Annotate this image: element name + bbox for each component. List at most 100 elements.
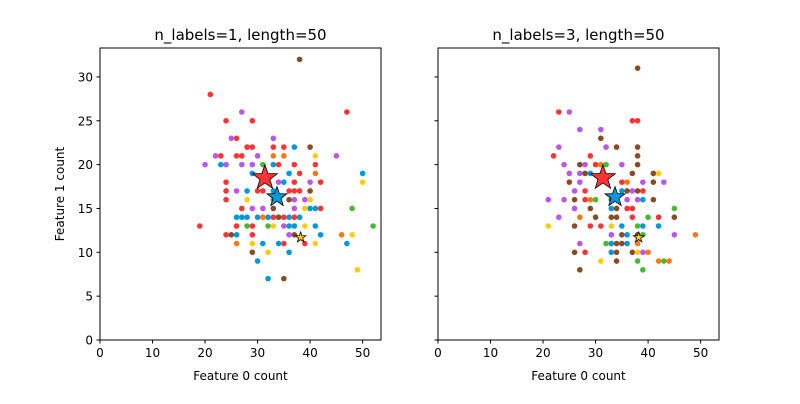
data-point-brown	[629, 170, 636, 177]
data-point-red	[619, 179, 625, 185]
data-point-green	[592, 196, 599, 203]
centroid-star-yellow	[632, 230, 646, 243]
x-tick-label: 40	[302, 346, 317, 360]
data-point-purple	[249, 161, 256, 168]
data-point-brown	[571, 196, 578, 203]
data-point-blue	[254, 214, 261, 221]
data-point-brown	[228, 231, 235, 238]
data-point-red	[291, 179, 298, 185]
data-point-blue	[344, 240, 350, 247]
data-point-red	[207, 91, 214, 98]
centroid-star-red	[251, 163, 279, 190]
data-point-blue	[286, 170, 292, 177]
data-point-purple	[212, 153, 219, 159]
data-point-red	[598, 223, 604, 229]
data-point-red	[291, 161, 298, 168]
data-point-purple	[239, 161, 245, 168]
data-point-yellow	[608, 223, 615, 229]
data-point-blue	[254, 258, 261, 264]
data-point-orange	[260, 214, 266, 221]
data-point-green	[244, 223, 250, 229]
data-point-brown	[650, 170, 657, 177]
data-point-yellow	[354, 267, 361, 273]
data-point-purple	[582, 161, 588, 168]
centroid-star-yellow	[294, 230, 308, 243]
data-point-brown	[650, 196, 657, 203]
data-point-red	[286, 188, 292, 194]
subplot-right: n_labels=3, length=50 Feature 0 count 0 1…	[434, 26, 720, 383]
y-tick-label: 25	[78, 114, 93, 128]
x-tick-label: 20	[197, 346, 212, 360]
data-point-purple	[577, 126, 583, 133]
data-point-green	[671, 205, 678, 212]
data-point-blue	[218, 161, 224, 168]
data-point-brown	[598, 135, 604, 142]
data-point-red	[281, 144, 287, 150]
data-point-red	[296, 188, 303, 194]
data-point-blue	[286, 249, 292, 256]
data-point-red	[317, 179, 324, 185]
data-point-blue	[312, 223, 319, 229]
y-tick-label: 15	[78, 202, 93, 216]
data-point-blue	[265, 214, 271, 221]
data-point-red	[239, 205, 245, 212]
x-tick-label: 30	[588, 346, 603, 360]
data-point-purple	[260, 205, 266, 212]
data-point-orange	[338, 231, 345, 238]
data-point-orange	[624, 179, 630, 185]
x-tick-label: 10	[483, 346, 498, 360]
data-point-blue	[608, 240, 615, 247]
data-point-purple	[629, 188, 636, 194]
data-point-blue	[317, 231, 324, 238]
data-point-blue	[275, 240, 282, 247]
data-point-blue	[286, 214, 292, 221]
data-point-blue	[233, 214, 240, 221]
data-point-brown	[624, 188, 630, 194]
data-point-blue	[265, 275, 271, 282]
data-point-orange	[655, 258, 662, 264]
data-point-green	[645, 214, 651, 221]
data-point-blue	[619, 188, 625, 194]
data-point-brown	[270, 205, 277, 212]
y-axis-label: Feature 1 count	[53, 146, 67, 241]
data-point-purple	[254, 153, 261, 159]
centroid-star-red	[589, 163, 617, 190]
data-point-red	[223, 117, 229, 124]
data-point-brown	[249, 249, 256, 256]
data-point-green	[349, 205, 355, 212]
data-point-brown	[634, 188, 641, 194]
data-point-red	[291, 188, 298, 194]
data-point-blue	[624, 231, 630, 238]
data-point-blue	[281, 179, 287, 185]
y-tick-label: 0	[85, 334, 93, 348]
data-point-green	[634, 223, 641, 229]
data-point-blue	[655, 223, 662, 229]
data-point-brown	[629, 249, 636, 256]
data-point-orange	[312, 170, 319, 177]
data-point-brown	[634, 153, 641, 159]
data-point-red	[582, 196, 588, 203]
data-point-brown	[613, 249, 620, 256]
data-point-brown	[275, 214, 282, 221]
data-point-purple	[239, 109, 245, 115]
data-point-purple	[603, 144, 609, 150]
data-point-blue	[244, 188, 250, 194]
data-point-yellow	[270, 223, 277, 229]
x-axis-label: Feature 0 count	[531, 369, 626, 383]
data-point-red	[223, 179, 229, 185]
data-point-brown	[650, 179, 657, 185]
subplot-left: n_labels=1, length=50 Feature 0 count Fe…	[53, 26, 382, 383]
axes-frame	[99, 47, 382, 341]
y-tick-label: 5	[85, 290, 93, 304]
data-point-purple	[307, 179, 313, 185]
data-point-orange	[634, 240, 641, 247]
data-point-purple	[566, 170, 573, 177]
data-point-blue	[608, 249, 615, 256]
data-point-brown	[634, 161, 641, 168]
x-tick-label: 20	[535, 346, 550, 360]
data-point-brown	[608, 214, 615, 221]
data-point-brown	[577, 267, 583, 273]
data-point-blue	[286, 223, 292, 229]
subplot-title: n_labels=3, length=50	[492, 26, 664, 45]
